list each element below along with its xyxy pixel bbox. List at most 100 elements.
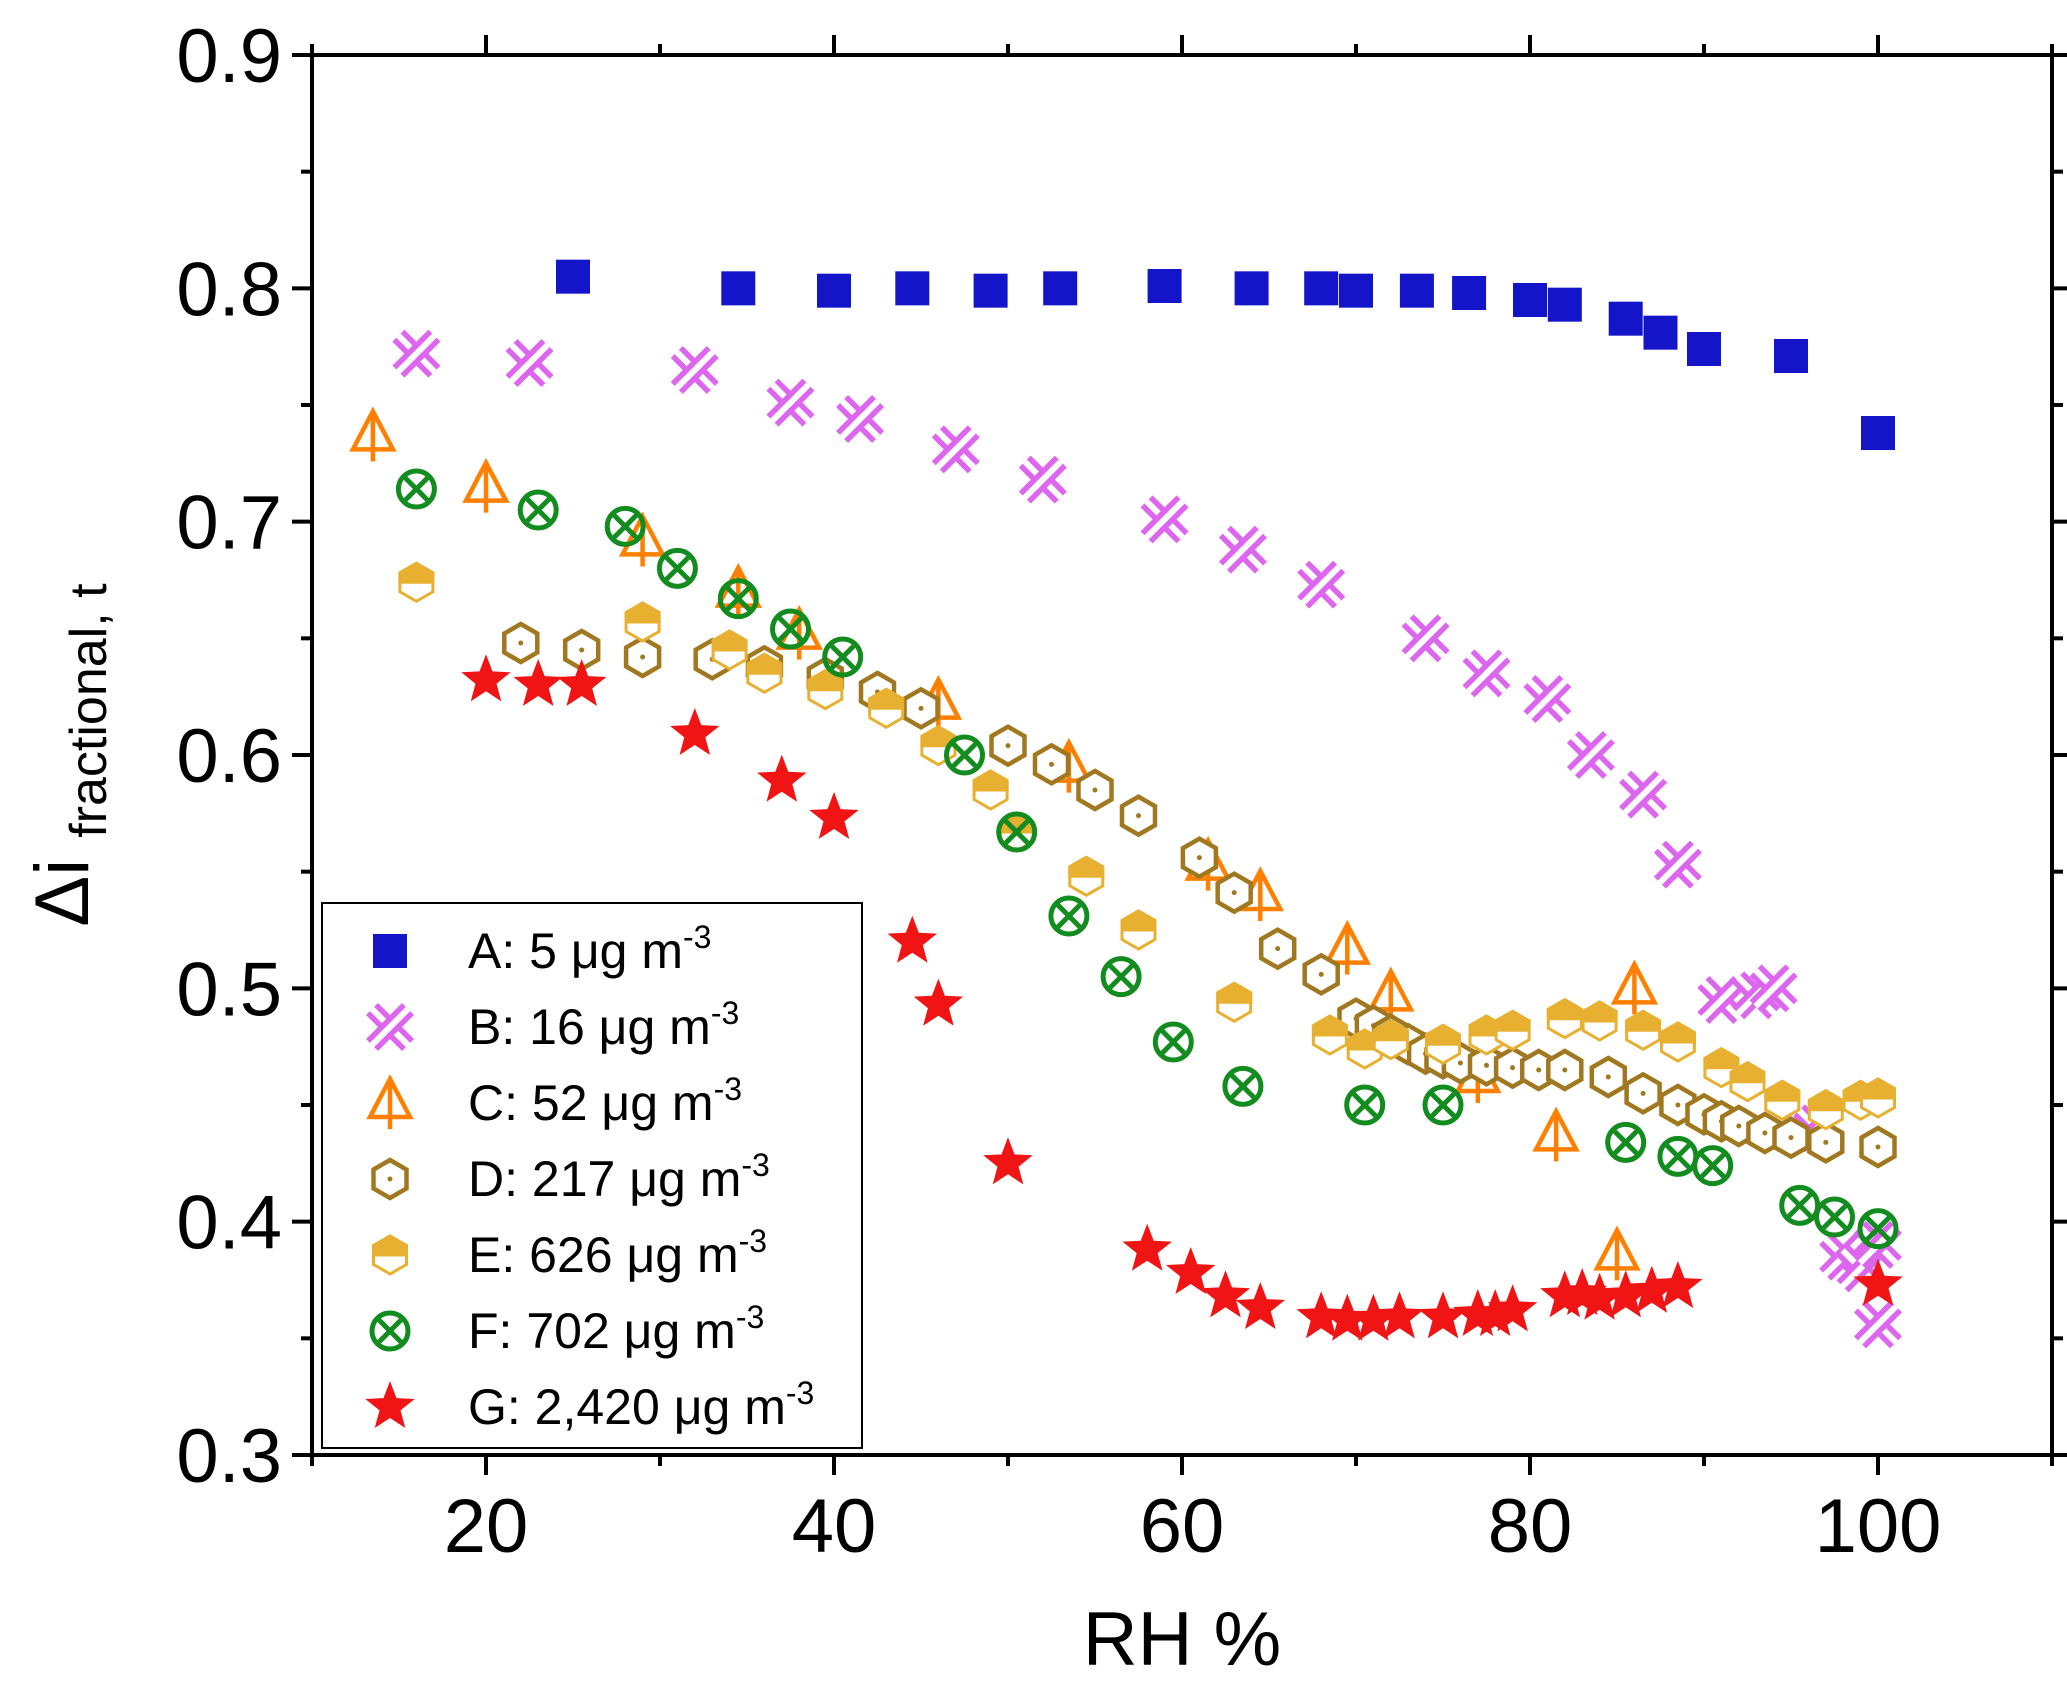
legend-label-superscript: -3	[714, 1071, 742, 1107]
data-point	[1605, 1121, 1647, 1163]
data-point	[1608, 301, 1643, 336]
data-point	[1494, 1009, 1531, 1052]
series-square	[556, 259, 1895, 450]
data-point	[972, 769, 1009, 811]
y-tick-labels: 0.3 0.4 0.5 0.6 0.7 0.8 0.9	[176, 14, 282, 1499]
data-point	[868, 687, 905, 730]
data-point	[770, 608, 811, 650]
data-point	[1462, 649, 1511, 698]
data-point	[1574, 1272, 1625, 1320]
data-point	[1304, 271, 1339, 306]
data-point	[656, 547, 698, 589]
data-point	[711, 629, 748, 671]
axis-ticks	[292, 35, 2067, 1475]
series-star	[461, 654, 1903, 1341]
data-point	[746, 652, 783, 695]
y-tick-label: 0.6	[176, 714, 282, 799]
data-point	[1297, 560, 1346, 609]
y-axis-title: Δi fractional, t	[20, 583, 118, 927]
legend-marker	[365, 1002, 415, 1052]
data-point	[1399, 273, 1434, 308]
data-point	[1779, 1184, 1821, 1226]
data-point	[817, 273, 851, 308]
data-point	[1322, 1293, 1372, 1341]
data-point	[1235, 1282, 1285, 1329]
data-point	[1344, 1084, 1386, 1126]
data-point	[1422, 1084, 1464, 1126]
data-point	[989, 724, 1027, 768]
legend-label-text: A: 5 μg m	[468, 923, 683, 979]
data-point	[822, 636, 864, 678]
legend-entry: G: 2,420 μg m-3	[365, 1375, 814, 1435]
data-point	[557, 659, 607, 706]
data-point	[1601, 1270, 1651, 1318]
data-point	[1807, 1120, 1845, 1164]
data-point	[1857, 1208, 1899, 1250]
data-point	[1311, 1014, 1348, 1056]
data-point	[1853, 1258, 1903, 1306]
data-point	[670, 345, 719, 395]
data-point	[670, 708, 720, 755]
legend-marker	[373, 934, 407, 968]
data-point	[1853, 1300, 1903, 1349]
data-point	[1487, 1284, 1538, 1332]
legend-entry: B: 16 μg m-3	[365, 995, 739, 1055]
data-point	[1589, 1055, 1628, 1099]
data-point	[1068, 855, 1105, 898]
data-point	[1593, 1225, 1641, 1281]
x-axis-title: RH %	[1083, 1597, 1281, 1682]
data-point	[1619, 770, 1668, 819]
y-tick-label: 0.8	[176, 247, 282, 332]
legend-label: G: 2,420 μg m-3	[468, 1375, 814, 1435]
data-point	[1180, 836, 1219, 880]
data-point	[1860, 1077, 1896, 1119]
data-point	[1581, 1000, 1618, 1042]
legend-label: F: 702 μg m-3	[468, 1299, 764, 1359]
legend-label-text: F: 702 μg m	[468, 1303, 736, 1359]
data-point	[1048, 895, 1090, 937]
legend-label-superscript: -3	[786, 1375, 814, 1411]
series-half-hexagon	[398, 561, 1896, 1131]
data-point	[461, 654, 511, 702]
data-point	[1258, 927, 1297, 971]
data-point	[895, 271, 930, 306]
data-point	[1807, 1088, 1844, 1131]
data-point	[1692, 1145, 1734, 1187]
data-point	[1222, 1065, 1264, 1107]
data-point	[1122, 1223, 1172, 1271]
data-point	[1566, 730, 1615, 780]
y-tick-label: 0.5	[176, 947, 282, 1032]
legend-marker	[366, 1074, 414, 1129]
data-point	[920, 724, 957, 767]
data-point	[1653, 840, 1702, 889]
data-point	[1147, 269, 1182, 303]
data-point	[1627, 1265, 1677, 1313]
data-point	[1653, 1261, 1703, 1308]
legend-label-text: G: 2,420 μg m	[468, 1379, 786, 1435]
data-point	[624, 601, 661, 643]
legend-marker	[365, 1381, 415, 1428]
data-point	[1532, 1106, 1580, 1162]
data-point	[1547, 287, 1582, 322]
data-point	[502, 621, 540, 665]
data-point	[1513, 283, 1547, 317]
data-point	[1470, 1289, 1520, 1336]
data-point	[513, 659, 563, 706]
data-point	[902, 686, 940, 730]
data-point	[996, 811, 1038, 853]
legend-label-superscript: -3	[736, 1299, 764, 1335]
data-point	[1772, 1116, 1810, 1160]
data-point	[1523, 674, 1572, 724]
legend-label: B: 16 μg m-3	[468, 995, 739, 1055]
data-point	[1234, 271, 1269, 306]
data-point	[1100, 956, 1142, 998]
legend-marker	[369, 1310, 411, 1352]
data-point	[505, 338, 554, 388]
legend-label: C: 52 μg m-3	[468, 1071, 742, 1131]
data-point	[1546, 1048, 1584, 1092]
data-point	[556, 259, 590, 294]
data-point	[1339, 273, 1373, 308]
legend-marker	[372, 1234, 408, 1276]
legend-label: E: 626 μg m-3	[468, 1223, 767, 1283]
